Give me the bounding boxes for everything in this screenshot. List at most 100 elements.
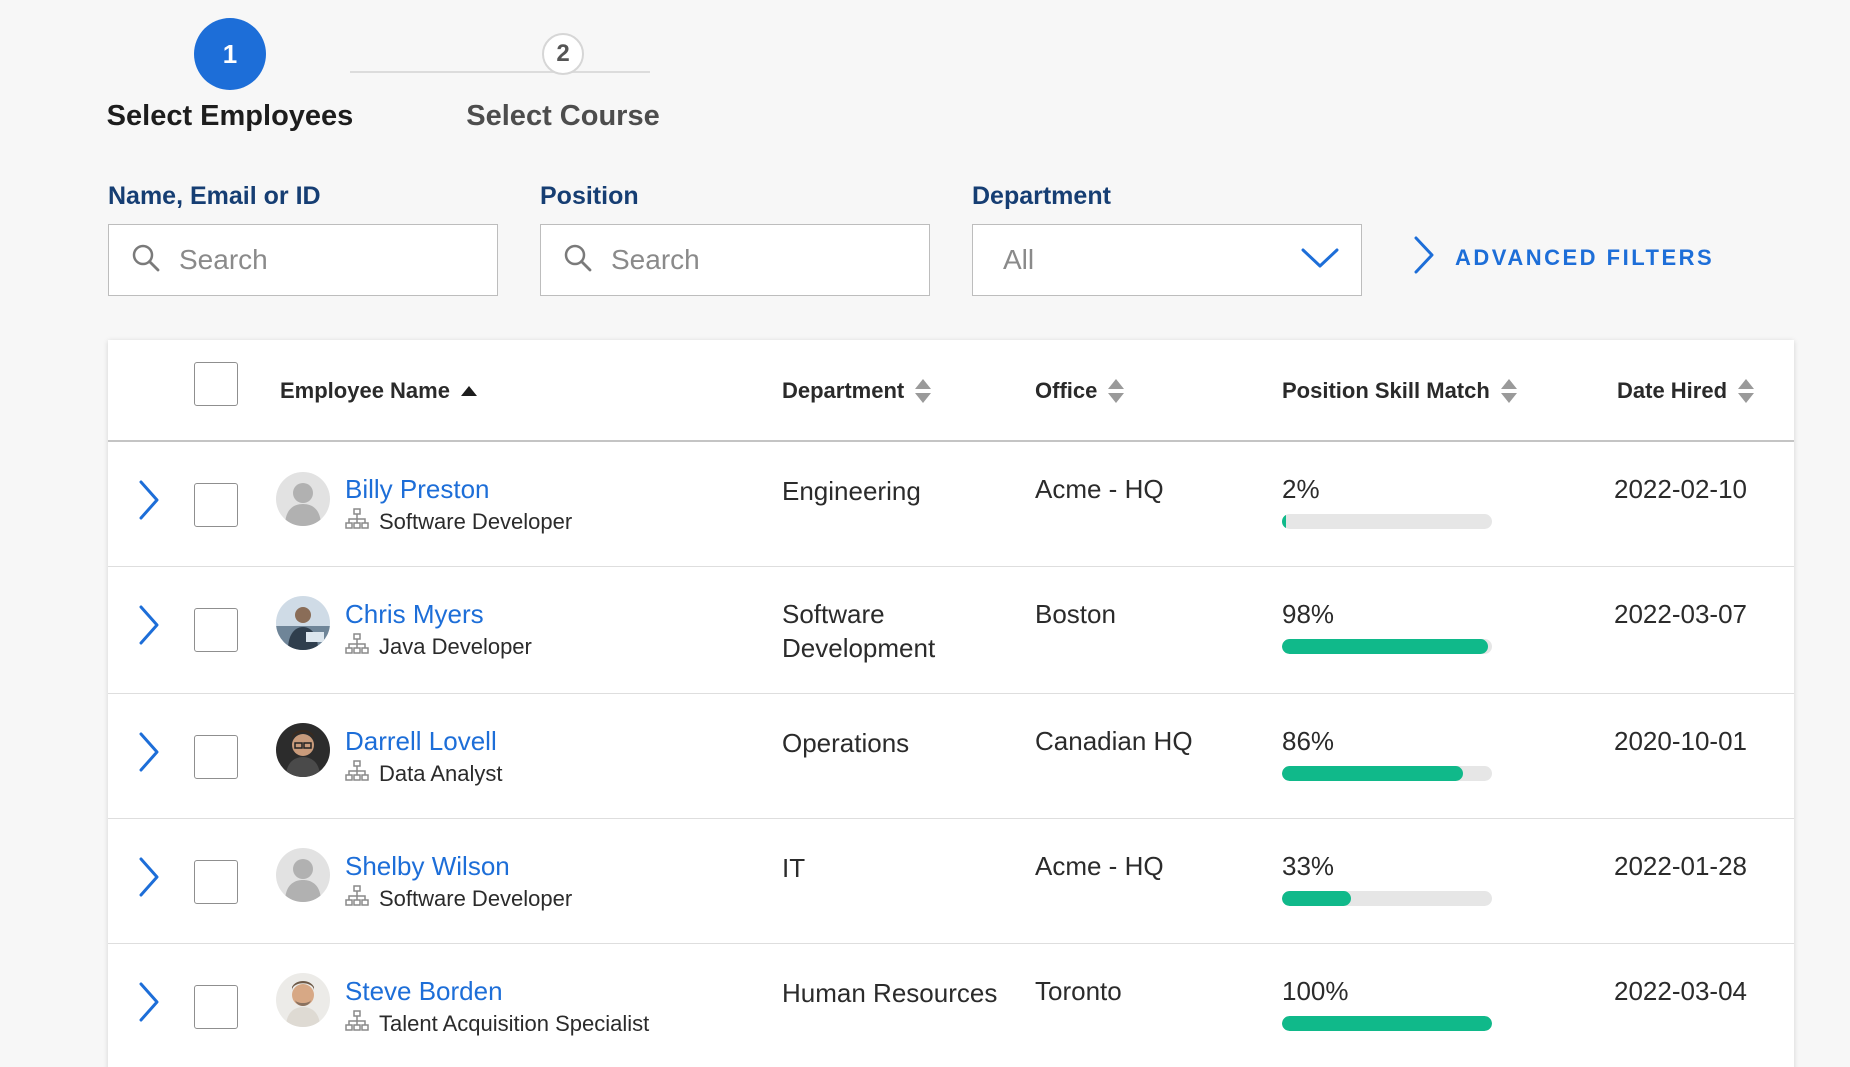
skill-match-bar xyxy=(1282,1016,1492,1031)
department-select[interactable]: All xyxy=(972,224,1362,296)
employee-name-link[interactable]: Billy Preston xyxy=(345,474,490,504)
table-row[interactable]: Steve Borden Talent Acquisition Speciali… xyxy=(108,944,1794,1067)
skill-match-value: 86% xyxy=(1282,726,1335,756)
avatar xyxy=(276,472,330,526)
name-filter: Name, Email or ID xyxy=(108,182,498,296)
org-chart-icon xyxy=(345,633,369,661)
department-cell: Engineering xyxy=(782,476,921,506)
position-label: Data Analyst xyxy=(379,761,503,786)
position-search-field[interactable] xyxy=(540,224,930,296)
chevron-right-icon xyxy=(1413,236,1435,279)
department-cell: Operations xyxy=(782,728,910,758)
date-hired-cell: 2022-03-04 xyxy=(1614,976,1747,1006)
chevron-right-icon[interactable] xyxy=(138,605,168,651)
position-label: Talent Acquisition Specialist xyxy=(379,1011,650,1036)
org-chart-icon xyxy=(345,1010,369,1038)
skill-match-bar xyxy=(1282,514,1492,529)
table-row[interactable]: Darrell Lovell Data Analyst Operations C… xyxy=(108,694,1794,819)
stepper-connector xyxy=(350,71,650,73)
skill-match-bar xyxy=(1282,639,1492,654)
employee-name-link[interactable]: Shelby Wilson xyxy=(345,851,510,881)
position-filter-label: Position xyxy=(540,182,639,210)
table-header: Employee Name Department Office Position… xyxy=(108,340,1794,442)
chevron-right-icon[interactable] xyxy=(138,982,168,1028)
column-label: Department xyxy=(782,378,905,403)
skill-match-value: 2% xyxy=(1282,474,1320,504)
column-header-office[interactable]: Office xyxy=(1035,340,1125,442)
org-chart-icon xyxy=(345,508,369,536)
name-search-field[interactable] xyxy=(108,224,498,296)
department-select-value: All xyxy=(1003,244,1035,275)
employee-name-link[interactable]: Chris Myers xyxy=(345,599,484,629)
chevron-right-icon[interactable] xyxy=(138,480,168,526)
table-row[interactable]: Billy Preston Software Developer Enginee… xyxy=(108,442,1794,567)
department-cell: Software Development xyxy=(782,599,936,663)
name-search-input[interactable] xyxy=(179,244,479,276)
employee-name-link[interactable]: Darrell Lovell xyxy=(345,726,497,756)
department-cell: IT xyxy=(782,853,806,883)
step-label: Select Course xyxy=(466,100,660,132)
date-hired-cell: 2022-03-07 xyxy=(1614,599,1747,629)
skill-match-value: 98% xyxy=(1282,599,1335,629)
chevron-right-icon[interactable] xyxy=(138,732,168,778)
skill-match-bar-fill xyxy=(1282,891,1352,906)
step-select-course[interactable]: 2 Select Course xyxy=(433,18,693,133)
select-all-checkbox[interactable] xyxy=(194,362,238,406)
department-filter-label: Department xyxy=(972,182,1111,210)
step-label: Select Employees xyxy=(106,100,354,132)
employee-position: Data Analyst xyxy=(345,760,503,788)
name-filter-label: Name, Email or ID xyxy=(108,182,321,210)
step-number: 2 xyxy=(542,33,584,75)
row-checkbox[interactable] xyxy=(194,735,238,779)
step-select-employees[interactable]: 1 Select Employees xyxy=(100,18,360,133)
sort-icon xyxy=(1107,378,1125,404)
department-cell: Human Resources xyxy=(782,978,998,1008)
chevron-right-icon[interactable] xyxy=(138,857,168,903)
row-checkbox[interactable] xyxy=(194,483,238,527)
column-label: Employee Name xyxy=(280,378,450,403)
office-cell: Acme - HQ xyxy=(1035,474,1164,504)
chevron-down-icon xyxy=(1301,247,1339,274)
avatar xyxy=(276,848,330,902)
column-label: Date Hired xyxy=(1617,378,1728,403)
step-number: 1 xyxy=(194,18,266,90)
skill-match-bar xyxy=(1282,891,1492,906)
position-filter: Position xyxy=(540,182,930,296)
skill-match-bar-fill xyxy=(1282,1016,1492,1031)
column-header-date-hired[interactable]: Date Hired xyxy=(1617,340,1755,442)
position-label: Software Developer xyxy=(379,509,573,534)
row-checkbox[interactable] xyxy=(194,608,238,652)
org-chart-icon xyxy=(345,760,369,788)
skill-match-bar-fill xyxy=(1282,766,1463,781)
employee-name-link[interactable]: Steve Borden xyxy=(345,976,503,1006)
table-row[interactable]: Chris Myers Java Developer Software Deve… xyxy=(108,567,1794,694)
avatar xyxy=(276,596,330,650)
skill-match-bar xyxy=(1282,766,1492,781)
column-label: Position Skill Match xyxy=(1282,378,1490,403)
date-hired-cell: 2022-01-28 xyxy=(1614,851,1747,881)
row-checkbox[interactable] xyxy=(194,860,238,904)
skill-match-bar-fill xyxy=(1282,639,1488,654)
sort-asc-icon xyxy=(460,385,478,397)
column-label: Office xyxy=(1035,378,1098,403)
search-icon xyxy=(563,243,593,278)
column-header-department[interactable]: Department xyxy=(782,340,932,442)
column-header-employee-name[interactable]: Employee Name xyxy=(280,340,478,442)
column-header-position-skill-match[interactable]: Position Skill Match xyxy=(1282,340,1518,442)
skill-match-bar-fill xyxy=(1282,514,1287,529)
advanced-filters-button[interactable]: ADVANCED FILTERS xyxy=(1413,236,1714,279)
search-icon xyxy=(131,243,161,278)
avatar xyxy=(276,973,330,1027)
date-hired-cell: 2022-02-10 xyxy=(1614,474,1747,504)
sort-icon xyxy=(1737,378,1755,404)
department-filter: Department All xyxy=(972,182,1362,296)
employee-table: Employee Name Department Office Position… xyxy=(108,340,1794,1067)
employee-position: Talent Acquisition Specialist xyxy=(345,1010,649,1038)
office-cell: Canadian HQ xyxy=(1035,726,1193,756)
office-cell: Acme - HQ xyxy=(1035,851,1164,881)
avatar xyxy=(276,723,330,777)
position-search-input[interactable] xyxy=(611,244,911,276)
row-checkbox[interactable] xyxy=(194,985,238,1029)
office-cell: Boston xyxy=(1035,599,1116,629)
table-row[interactable]: Shelby Wilson Software Developer IT Acme… xyxy=(108,819,1794,944)
